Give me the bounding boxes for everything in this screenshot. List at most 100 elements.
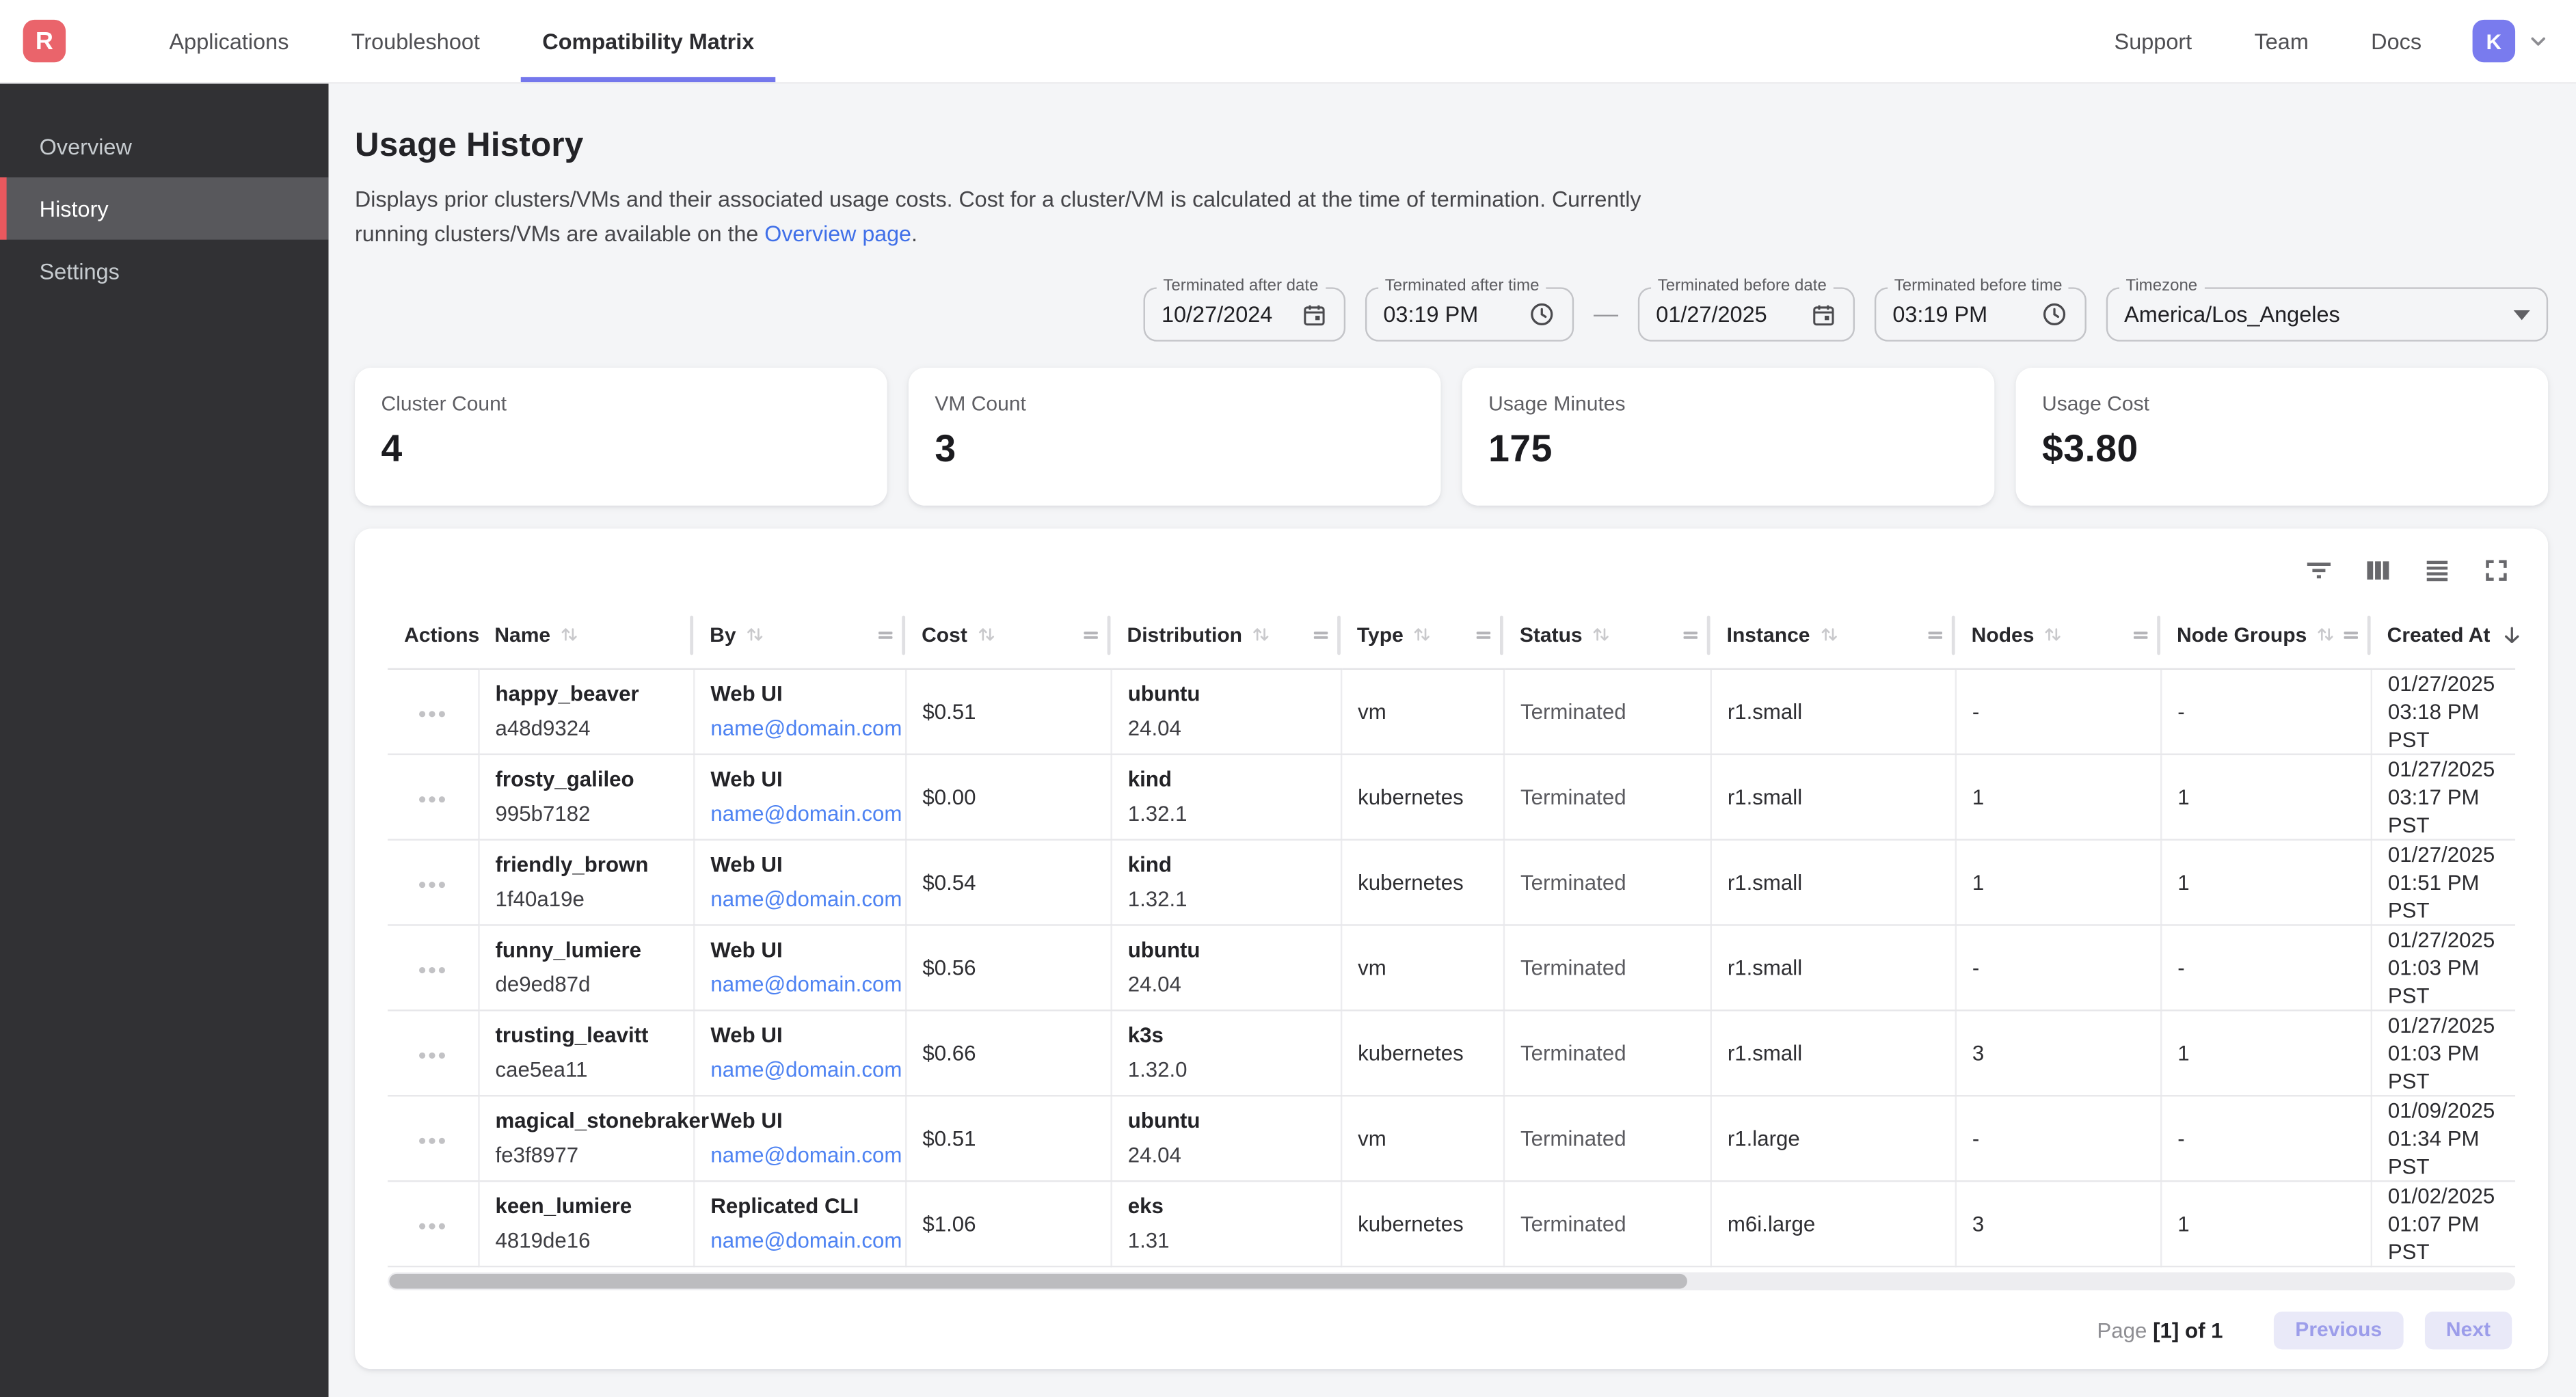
- stat-label: Usage Cost: [2042, 392, 2522, 416]
- next-button[interactable]: Next: [2425, 1311, 2512, 1348]
- dropdown-arrow-icon[interactable]: [2497, 310, 2530, 319]
- node-groups-value: 1: [2177, 784, 2189, 809]
- sort-icon[interactable]: [976, 624, 997, 645]
- column-header-created-at[interactable]: Created At: [2371, 602, 2515, 668]
- node-groups-value: 1: [2177, 1210, 2189, 1235]
- field-value: 10/27/2024: [1162, 302, 1272, 327]
- row-actions-button[interactable]: [418, 879, 447, 889]
- row-actions-button[interactable]: [418, 964, 447, 974]
- sort-icon[interactable]: [1250, 624, 1272, 645]
- created-by-email-link[interactable]: name@domain.com: [710, 886, 888, 912]
- density-icon[interactable]: [2421, 555, 2453, 586]
- created-by-email-link[interactable]: name@domain.com: [710, 1227, 888, 1253]
- fullscreen-icon[interactable]: [2481, 555, 2512, 586]
- horizontal-scrollbar-thumb[interactable]: [390, 1273, 1687, 1288]
- stat-value: 175: [1488, 426, 1968, 471]
- calendar-icon[interactable]: [1285, 301, 1327, 327]
- sidebar-item-history[interactable]: History: [0, 177, 329, 239]
- nav-tab-compatibility-matrix[interactable]: Compatibility Matrix: [511, 0, 786, 82]
- nodes-value: 1: [1972, 869, 1984, 894]
- column-header-status[interactable]: Status: [1503, 602, 1710, 668]
- column-menu-icon[interactable]: [1311, 625, 1331, 645]
- previous-button[interactable]: Previous: [2274, 1311, 2403, 1348]
- nav-link-support[interactable]: Support: [2083, 0, 2223, 82]
- calendar-icon[interactable]: [1794, 301, 1836, 327]
- column-header-instance[interactable]: Instance: [1710, 602, 1955, 668]
- row-actions-button[interactable]: [418, 1221, 447, 1230]
- row-actions-button[interactable]: [418, 1135, 447, 1145]
- nav-tab-troubleshoot[interactable]: Troubleshoot: [320, 0, 511, 82]
- node-groups-value: 1: [2177, 1040, 2189, 1065]
- table-header-row: Actions Name By: [388, 602, 2515, 668]
- filter-terminated-after-time[interactable]: Terminated after time 03:19 PM: [1365, 287, 1574, 341]
- row-actions-button[interactable]: [418, 708, 447, 718]
- row-actions-button[interactable]: [418, 1050, 447, 1059]
- stat-label: Usage Minutes: [1488, 392, 1968, 416]
- nav-tab-applications[interactable]: Applications: [138, 0, 320, 82]
- sort-icon[interactable]: [1412, 624, 1433, 645]
- cluster-id: cae5ea11: [496, 1057, 676, 1083]
- sidebar-item-overview[interactable]: Overview: [0, 115, 329, 177]
- cluster-id: a48d9324: [496, 715, 676, 741]
- navbar-right: Support Team Docs K: [2083, 0, 2550, 82]
- column-menu-icon[interactable]: [1925, 625, 1945, 645]
- column-header-cost[interactable]: Cost: [905, 602, 1110, 668]
- column-menu-icon[interactable]: [1680, 625, 1700, 645]
- sort-icon[interactable]: [2315, 624, 2336, 645]
- distribution-name: eks: [1128, 1193, 1324, 1219]
- column-menu-icon[interactable]: [2131, 625, 2151, 645]
- created-by-email-link[interactable]: name@domain.com: [710, 1142, 888, 1168]
- filter-timezone-select[interactable]: Timezone America/Los_Angeles: [2106, 287, 2548, 341]
- cost-value: $0.56: [922, 955, 976, 979]
- column-menu-icon[interactable]: [1081, 625, 1101, 645]
- created-by-email-link[interactable]: name@domain.com: [710, 971, 888, 997]
- type-value: kubernetes: [1358, 1210, 1464, 1235]
- sort-icon[interactable]: [1591, 624, 1612, 645]
- clock-icon[interactable]: [2024, 301, 2069, 329]
- pagination: Page [1] of 1 Previous Next: [388, 1311, 2515, 1348]
- sort-icon[interactable]: [1819, 624, 1840, 645]
- cluster-id: de9ed87d: [496, 971, 676, 997]
- account-menu[interactable]: K: [2473, 20, 2550, 62]
- sidebar-item-settings[interactable]: Settings: [0, 240, 329, 302]
- sort-icon[interactable]: [559, 624, 580, 645]
- columns-icon[interactable]: [2363, 555, 2394, 586]
- column-header-nodes[interactable]: Nodes: [1955, 602, 2160, 668]
- column-header-type[interactable]: Type: [1341, 602, 1503, 668]
- replicated-logo[interactable]: R: [23, 20, 66, 62]
- created-by-email-link[interactable]: name@domain.com: [710, 800, 888, 826]
- column-header-distribution[interactable]: Distribution: [1110, 602, 1340, 668]
- type-value: kubernetes: [1358, 1040, 1464, 1065]
- row-actions-button[interactable]: [418, 794, 447, 803]
- stat-card-vm-count: VM Count 3: [909, 368, 1441, 506]
- page-title: Usage History: [355, 126, 2548, 166]
- clock-icon[interactable]: [1512, 301, 1556, 329]
- created-by-source: Web UI: [710, 1107, 888, 1133]
- horizontal-scrollbar-track[interactable]: [388, 1271, 2515, 1289]
- nav-link-docs[interactable]: Docs: [2340, 0, 2453, 82]
- column-header-node-groups[interactable]: Node Groups: [2160, 602, 2371, 668]
- overview-page-link[interactable]: Overview page: [764, 221, 911, 246]
- stat-card-usage-cost: Usage Cost $3.80: [2016, 368, 2549, 506]
- node-groups-value: -: [2177, 1125, 2184, 1150]
- app-root: R Applications Troubleshoot Compatibilit…: [0, 0, 2576, 1397]
- column-header-by[interactable]: By: [693, 602, 905, 668]
- sort-icon[interactable]: [744, 624, 766, 645]
- filter-icon[interactable]: [2303, 555, 2335, 586]
- created-by-email-link[interactable]: name@domain.com: [710, 1057, 888, 1083]
- type-value: kubernetes: [1358, 869, 1464, 894]
- filter-terminated-after-date[interactable]: Terminated after date 10/27/2024: [1144, 287, 1346, 341]
- column-menu-icon[interactable]: [2341, 625, 2361, 645]
- filter-terminated-before-time[interactable]: Terminated before time 03:19 PM: [1875, 287, 2087, 341]
- sort-icon[interactable]: [2042, 624, 2063, 645]
- column-header-name[interactable]: Name: [478, 602, 693, 668]
- filter-terminated-before-date[interactable]: Terminated before date 01/27/2025: [1638, 287, 1855, 341]
- column-menu-icon[interactable]: [876, 625, 896, 645]
- column-menu-icon[interactable]: [1474, 625, 1494, 645]
- nodes-value: -: [1972, 698, 1979, 723]
- created-by-email-link[interactable]: name@domain.com: [710, 715, 888, 741]
- sort-desc-icon[interactable]: [2500, 623, 2523, 647]
- nav-link-team[interactable]: Team: [2223, 0, 2340, 82]
- field-value: America/Los_Angeles: [2124, 302, 2340, 327]
- avatar[interactable]: K: [2473, 20, 2515, 62]
